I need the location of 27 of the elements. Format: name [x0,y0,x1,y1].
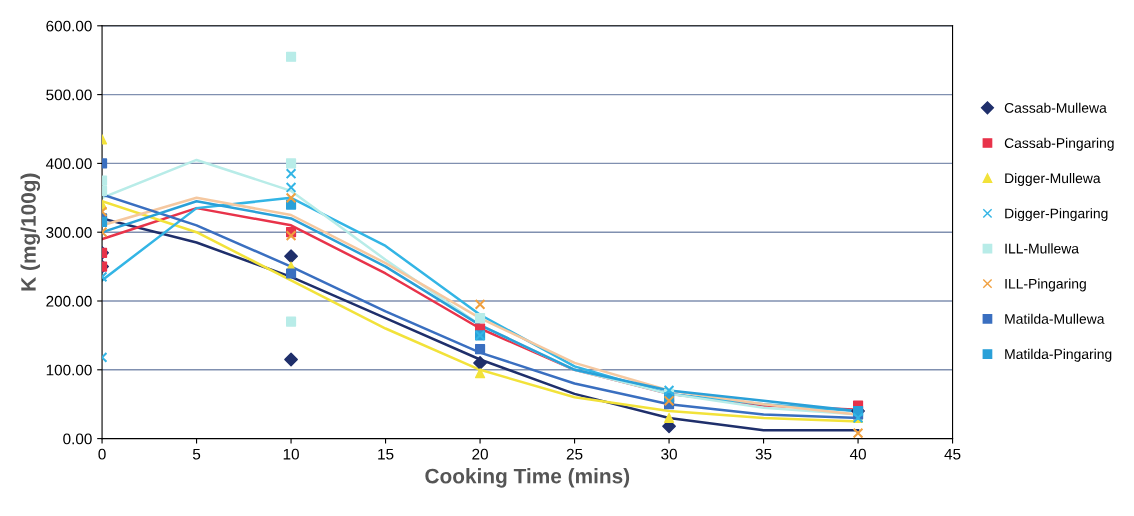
legend-label: Digger-Mullewa [1005,172,1101,186]
legend-label: Matilda-Pingaring [1005,348,1112,362]
x-axis-title: Cooking Time (mins) [425,468,630,488]
y-tick-label: 600.00 [46,20,92,32]
x-tick-label: 35 [755,448,772,460]
legend-label: Cassab-Mullewa [1004,102,1107,113]
y-tick-label: 300.00 [46,227,92,238]
x-tick-label: 20 [472,448,488,460]
y-tick-label: 0.00 [63,433,92,445]
x-tick-label: 30 [661,448,677,460]
legend-label: Digger-Pingaring [1005,208,1108,222]
x-tick-label: 40 [849,448,866,460]
legend-label: Cassab-Pingaring [1004,137,1114,151]
x-tick-label: 25 [566,448,583,460]
x-tick-label: 15 [378,448,394,460]
y-tick-label: 200.00 [46,295,92,307]
y-axis-title: K (mg/100g) [20,173,41,291]
x-tick-label: 45 [944,448,961,460]
x-tick-label: 0 [98,448,106,460]
y-tick-label: 400.00 [45,158,92,170]
legend-label: ILL-Mullewa [1005,243,1079,254]
legend-label: Matilda-Mullewa [1005,313,1105,324]
x-tick-label: 5 [192,448,201,460]
x-tick-label: 10 [283,448,299,460]
legend-label: ILL-Pingaring [1005,278,1086,292]
y-tick-label: 500.00 [46,89,92,101]
y-tick-label: 100.00 [46,364,92,376]
